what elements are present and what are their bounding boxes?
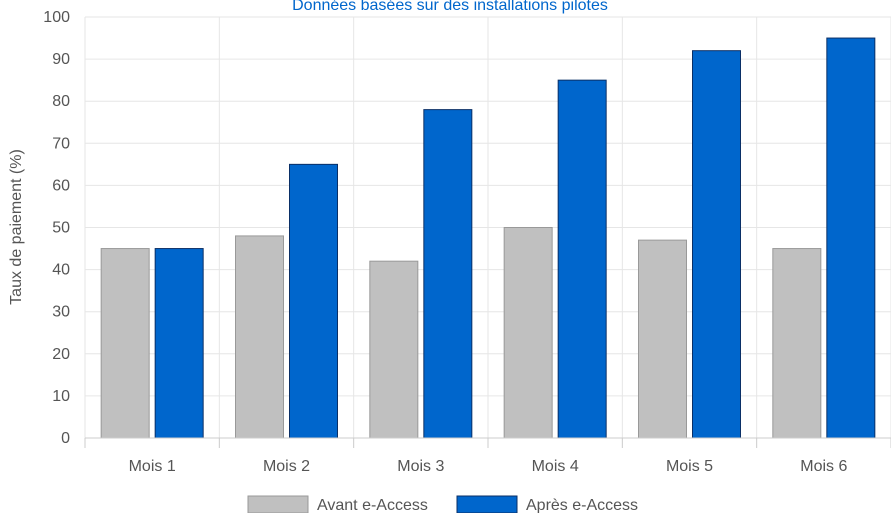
y-tick-label: 50	[52, 220, 70, 237]
legend-label-apres[interactable]: Après e-Access	[526, 497, 638, 513]
bar-avant-2	[235, 235, 284, 439]
gridlines	[84, 16, 891, 439]
y-tick-label: 0	[61, 430, 70, 447]
y-tick-label: 20	[52, 346, 70, 363]
legend: Avant e-Access Après e-Access	[247, 495, 638, 513]
y-tick-label: 10	[52, 388, 70, 405]
x-tick-label: Mois 3	[397, 458, 444, 475]
y-axis-ticks: 0 10 20 30 40 50 60 70 80 90 100	[43, 9, 70, 447]
y-tick-label: 80	[52, 93, 70, 110]
y-tick-label: 60	[52, 177, 70, 194]
bar-apres-6	[826, 37, 876, 439]
bar-apres-1	[154, 248, 204, 439]
y-tick-label: 30	[52, 304, 70, 321]
x-tick-label: Mois 1	[129, 458, 176, 475]
bar-apres-2	[289, 163, 338, 439]
chart-subtitle: Données basées sur des installations pil…	[292, 0, 608, 14]
y-tick-label: 40	[52, 262, 70, 279]
legend-swatch-apres[interactable]	[456, 495, 518, 513]
x-tick-label: Mois 5	[666, 458, 713, 475]
bar-avant-3	[369, 260, 419, 439]
bars	[100, 37, 876, 439]
legend-label-avant[interactable]: Avant e-Access	[317, 497, 428, 513]
bar-avant-5	[638, 239, 687, 439]
y-tick-label: 90	[52, 51, 70, 68]
x-tick-label: Mois 6	[800, 458, 847, 475]
bar-avant-4	[503, 227, 553, 439]
legend-swatch-avant[interactable]	[247, 495, 309, 513]
bar-apres-4	[557, 79, 607, 439]
y-tick-label: 70	[52, 135, 70, 152]
x-tick-label: Mois 4	[532, 458, 579, 475]
y-axis-title: Taux de paiement (%)	[8, 149, 25, 305]
bar-avant-6	[772, 248, 822, 439]
bar-apres-5	[692, 50, 741, 439]
bar-apres-3	[423, 109, 473, 439]
x-tick-label: Mois 2	[263, 458, 310, 475]
bar-avant-1	[100, 248, 150, 439]
x-axis-ticks: Mois 1 Mois 2 Mois 3 Mois 4 Mois 5 Mois 6	[84, 438, 891, 475]
y-tick-label: 100	[43, 9, 70, 26]
